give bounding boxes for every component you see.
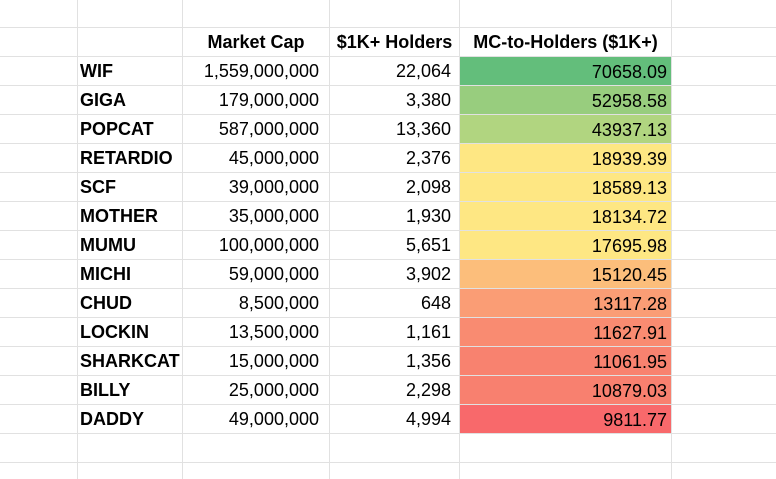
cell-ratio[interactable]: 70658.09 <box>460 57 671 85</box>
cell-holders[interactable]: 648 <box>420 293 451 313</box>
header-market-cap[interactable]: Market Cap <box>207 32 305 52</box>
cell-ratio[interactable]: 18939.39 <box>460 144 671 172</box>
gridline-vertical <box>459 0 460 479</box>
cell-market-cap[interactable]: 25,000,000 <box>228 380 319 400</box>
gridline-horizontal <box>0 346 776 347</box>
gridline-vertical <box>182 0 183 479</box>
cell-market-cap[interactable]: 1,559,000,000 <box>203 61 319 81</box>
cell-market-cap[interactable]: 59,000,000 <box>228 264 319 284</box>
gridline-horizontal <box>0 172 776 173</box>
gridline-horizontal <box>0 114 776 115</box>
cell-holders[interactable]: 1,930 <box>405 206 451 226</box>
cell-ticker[interactable]: MUMU <box>80 235 136 255</box>
cell-market-cap[interactable]: 49,000,000 <box>228 409 319 429</box>
cell-ticker[interactable]: BILLY <box>80 380 131 400</box>
cell-ratio[interactable]: 9811.77 <box>460 405 671 433</box>
cell-ticker[interactable]: SCF <box>80 177 116 197</box>
cell-ticker[interactable]: MOTHER <box>80 206 158 226</box>
gridline-horizontal <box>0 56 776 57</box>
cell-ticker[interactable]: DADDY <box>80 409 145 429</box>
gridline-horizontal <box>0 143 776 144</box>
cell-ticker[interactable]: SHARKCAT <box>80 351 180 371</box>
header-holders[interactable]: $1K+ Holders <box>336 32 453 52</box>
cell-ratio[interactable]: 18589.13 <box>460 173 671 201</box>
cell-holders[interactable]: 4,994 <box>405 409 451 429</box>
cell-market-cap[interactable]: 13,500,000 <box>228 322 319 342</box>
cell-ratio[interactable]: 18134.72 <box>460 202 671 230</box>
cell-market-cap[interactable]: 15,000,000 <box>228 351 319 371</box>
cell-ratio[interactable]: 52958.58 <box>460 86 671 114</box>
cell-holders[interactable]: 3,902 <box>405 264 451 284</box>
cell-holders[interactable]: 5,651 <box>405 235 451 255</box>
gridline-horizontal <box>0 288 776 289</box>
cell-ticker[interactable]: RETARDIO <box>80 148 173 168</box>
cell-ticker[interactable]: POPCAT <box>80 119 154 139</box>
cell-market-cap[interactable]: 45,000,000 <box>228 148 319 168</box>
cell-holders[interactable]: 2,298 <box>405 380 451 400</box>
gridline-horizontal <box>0 230 776 231</box>
gridline-horizontal <box>0 27 776 28</box>
cell-ratio[interactable]: 11627.91 <box>460 318 671 346</box>
cell-holders[interactable]: 1,161 <box>405 322 451 342</box>
gridline-horizontal <box>0 433 776 434</box>
cell-ratio[interactable]: 17695.98 <box>460 231 671 259</box>
cell-ticker[interactable]: LOCKIN <box>80 322 149 342</box>
cell-ticker[interactable]: WIF <box>80 61 113 81</box>
cell-market-cap[interactable]: 8,500,000 <box>238 293 319 313</box>
gridline-horizontal <box>0 85 776 86</box>
header-ratio[interactable]: MC-to-Holders ($1K+) <box>473 32 658 52</box>
gridline-vertical <box>329 0 330 479</box>
gridline-horizontal <box>0 404 776 405</box>
cell-holders[interactable]: 13,360 <box>395 119 451 139</box>
cell-market-cap[interactable]: 587,000,000 <box>218 119 319 139</box>
gridline-horizontal <box>0 375 776 376</box>
cell-holders[interactable]: 22,064 <box>395 61 451 81</box>
gridline-vertical <box>671 0 672 479</box>
header-ticker[interactable] <box>78 27 182 56</box>
cell-market-cap[interactable]: 179,000,000 <box>218 90 319 110</box>
cell-ratio[interactable]: 10879.03 <box>460 376 671 404</box>
cell-ratio[interactable]: 13117.28 <box>460 289 671 317</box>
cell-holders[interactable]: 1,356 <box>405 351 451 371</box>
cell-ticker[interactable]: GIGA <box>80 90 127 110</box>
cell-holders[interactable]: 2,376 <box>405 148 451 168</box>
gridline-horizontal <box>0 201 776 202</box>
cell-ratio[interactable]: 43937.13 <box>460 115 671 143</box>
cell-ticker[interactable]: CHUD <box>80 293 132 313</box>
cell-ratio[interactable]: 11061.95 <box>460 347 671 375</box>
gridline-horizontal <box>0 462 776 463</box>
cell-market-cap[interactable]: 39,000,000 <box>228 177 319 197</box>
cell-ratio[interactable]: 15120.45 <box>460 260 671 288</box>
cell-market-cap[interactable]: 100,000,000 <box>218 235 319 255</box>
cell-market-cap[interactable]: 35,000,000 <box>228 206 319 226</box>
gridline-vertical <box>77 0 78 479</box>
cell-holders[interactable]: 2,098 <box>405 177 451 197</box>
gridline-horizontal <box>0 259 776 260</box>
cell-ticker[interactable]: MICHI <box>80 264 131 284</box>
cell-holders[interactable]: 3,380 <box>405 90 451 110</box>
gridline-horizontal <box>0 317 776 318</box>
